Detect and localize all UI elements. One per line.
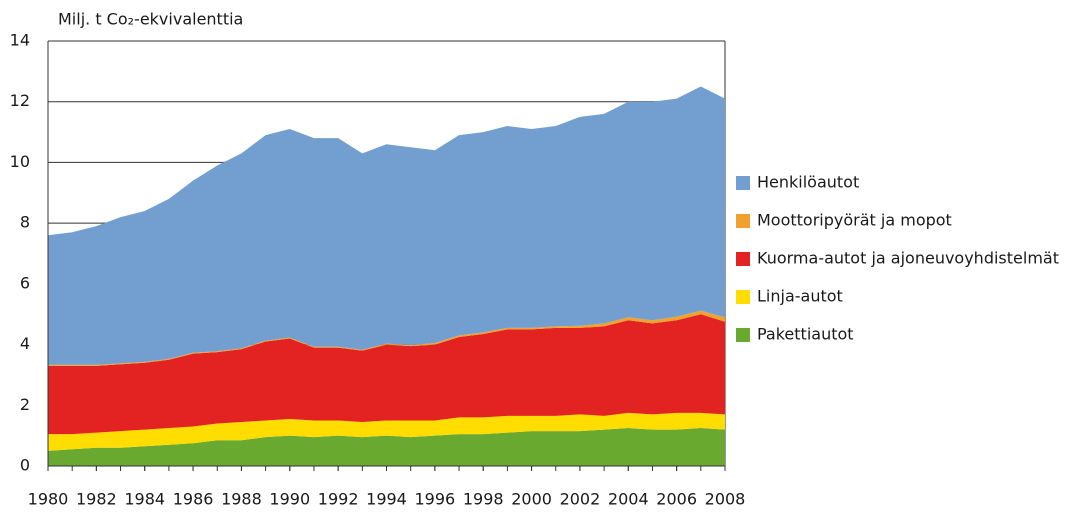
x-tick-label: 1984 (124, 490, 165, 509)
x-tick-label: 2000 (511, 490, 552, 509)
x-tick-label: 2006 (656, 490, 697, 509)
x-tick-label: 1992 (318, 490, 359, 509)
x-tick-label: 2008 (705, 490, 746, 509)
legend-label: Linja-autot (757, 287, 843, 306)
x-tick-label: 1980 (28, 490, 69, 509)
area (48, 86, 725, 365)
x-tick-label: 1998 (463, 490, 504, 509)
x-tick-label: 1988 (221, 490, 262, 509)
x-tick-label: 1996 (414, 490, 455, 509)
area (48, 310, 725, 366)
legend-swatch (736, 328, 750, 342)
y-tick-label: 8 (20, 213, 30, 232)
y-tick-label: 12 (10, 91, 30, 110)
y-axis-label: Milj. t Co₂-ekvivalenttia (58, 10, 243, 29)
legend-swatch (736, 214, 750, 228)
legend-label: Moottoripyörät ja mopot (757, 211, 952, 230)
y-tick-label: 6 (20, 273, 30, 292)
x-tick-label: 1986 (173, 490, 214, 509)
x-tick-label: 1994 (366, 490, 407, 509)
y-tick-label: 4 (20, 334, 30, 353)
legend-swatch (736, 290, 750, 304)
legend-swatch (736, 176, 750, 190)
area (48, 412, 725, 451)
area (48, 428, 725, 466)
y-tick-label: 2 (20, 395, 30, 414)
y-tick-label: 14 (10, 31, 30, 50)
x-tick-label: 2002 (560, 490, 601, 509)
y-tick-label: 0 (20, 456, 30, 475)
y-tick-label: 10 (10, 152, 30, 171)
legend-swatch (736, 252, 750, 266)
legend-label: Henkilöautot (757, 173, 859, 192)
area (48, 314, 725, 435)
x-tick-label: 2004 (608, 490, 649, 509)
x-tick-label: 1990 (269, 490, 310, 509)
x-tick-label: 1982 (76, 490, 117, 509)
legend-label: Kuorma-autot ja ajoneuvoyhdistelmät (757, 249, 1059, 268)
legend-label: Pakettiautot (757, 325, 854, 344)
